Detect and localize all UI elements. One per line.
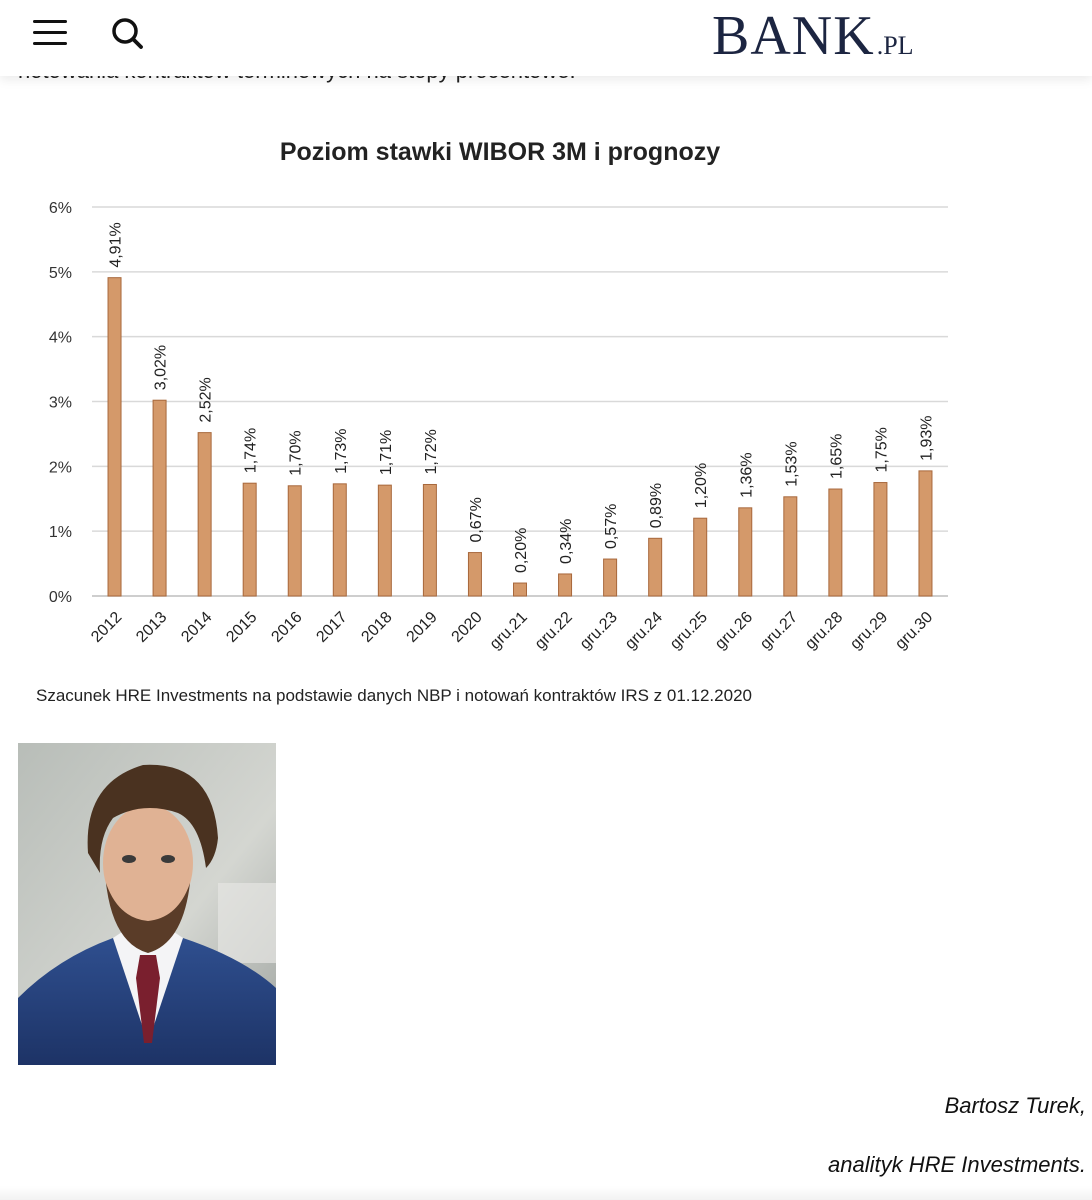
y-tick-label: 0% bbox=[49, 589, 72, 606]
x-tick-label: 2020 bbox=[449, 609, 486, 646]
y-tick-label: 4% bbox=[49, 330, 72, 347]
bar bbox=[783, 496, 798, 597]
data-label: 1,74% bbox=[243, 428, 260, 473]
data-label: 0,57% bbox=[603, 504, 620, 549]
author-role: analityk HRE Investments. bbox=[828, 1152, 1086, 1177]
bar bbox=[242, 482, 257, 597]
bar bbox=[513, 582, 527, 597]
x-tick-label: gru.26 bbox=[712, 609, 756, 653]
bar bbox=[467, 552, 482, 597]
bar bbox=[377, 484, 392, 597]
data-label: 0,34% bbox=[558, 519, 575, 564]
y-tick-label: 3% bbox=[49, 395, 72, 412]
x-tick-label: gru.30 bbox=[892, 609, 936, 653]
bar bbox=[152, 399, 167, 597]
data-label: 4,91% bbox=[108, 222, 125, 267]
hamburger-menu-icon[interactable] bbox=[30, 16, 70, 50]
data-label: 1,93% bbox=[918, 415, 935, 460]
data-label: 1,53% bbox=[783, 441, 800, 486]
x-tick-label: gru.23 bbox=[577, 609, 621, 653]
bar bbox=[648, 537, 663, 597]
chart-canvas: 0% 1% 2% 3% 4% 5% 6% 4,91% 2012 3,02% 2013 2,52% 201… bbox=[49, 200, 948, 653]
x-tick-label: 2017 bbox=[313, 609, 350, 646]
data-label: 1,72% bbox=[423, 429, 440, 474]
bar bbox=[693, 517, 708, 597]
search-icon[interactable] bbox=[108, 14, 148, 54]
bar bbox=[332, 483, 347, 597]
x-tick-label: 2014 bbox=[178, 609, 215, 646]
x-tick-label: 2012 bbox=[88, 609, 125, 646]
chart-title: Poziom stawki WIBOR 3M i prognozy bbox=[279, 138, 721, 166]
x-tick-label: gru.29 bbox=[847, 609, 891, 653]
bar bbox=[873, 482, 888, 597]
author-photo bbox=[18, 743, 276, 1065]
data-label: 2,52% bbox=[198, 377, 215, 422]
data-label: 1,71% bbox=[378, 430, 395, 475]
y-tick-label: 5% bbox=[49, 265, 72, 282]
logo-suffix-text: .PL bbox=[876, 31, 914, 60]
bar bbox=[738, 507, 753, 597]
chart-source: Szacunek HRE Investments na podstawie da… bbox=[36, 686, 752, 705]
x-tick-label: 2016 bbox=[268, 609, 305, 646]
x-tick-label: 2013 bbox=[133, 609, 170, 646]
data-label: 1,75% bbox=[873, 427, 890, 472]
data-label: 0,20% bbox=[513, 528, 530, 573]
bar bbox=[558, 573, 573, 597]
x-tick-label: gru.28 bbox=[802, 609, 846, 653]
data-label: 1,65% bbox=[828, 434, 845, 479]
wibor-chart: 0% 1% 2% 3% 4% 5% 6% 4,91% 2012 3,02% 2013 2,52% 201… bbox=[18, 120, 968, 720]
logo-main-text: BANK bbox=[712, 5, 875, 67]
author-name: Bartosz Turek, bbox=[944, 1093, 1086, 1118]
y-tick-label: 2% bbox=[49, 459, 72, 476]
data-label: 0,89% bbox=[648, 483, 665, 528]
y-tick-label: 1% bbox=[49, 524, 72, 541]
x-tick-label: gru.21 bbox=[487, 609, 531, 653]
data-label: 1,70% bbox=[288, 430, 305, 475]
data-label: 0,67% bbox=[468, 497, 485, 542]
x-tick-label: 2018 bbox=[358, 609, 395, 646]
bar bbox=[107, 277, 122, 597]
bar bbox=[197, 432, 212, 597]
data-label: 1,73% bbox=[333, 428, 350, 473]
site-header: BANK .PL bbox=[0, 0, 1092, 76]
data-label: 1,36% bbox=[738, 452, 755, 497]
bar bbox=[287, 485, 302, 597]
data-label: 3,02% bbox=[153, 345, 170, 390]
site-logo[interactable]: BANK .PL bbox=[712, 4, 914, 67]
x-tick-label: 2015 bbox=[223, 609, 260, 646]
x-tick-label: gru.25 bbox=[667, 609, 711, 653]
bar bbox=[828, 488, 843, 597]
bottom-fade bbox=[0, 1186, 1092, 1200]
x-tick-label: gru.22 bbox=[532, 609, 576, 653]
x-tick-label: gru.24 bbox=[622, 609, 666, 653]
y-tick-label: 6% bbox=[49, 200, 72, 217]
bar bbox=[918, 470, 933, 597]
data-label: 1,20% bbox=[693, 463, 710, 508]
x-tick-label: 2019 bbox=[404, 609, 441, 646]
bar bbox=[422, 483, 437, 597]
bar bbox=[603, 558, 618, 597]
x-tick-label: gru.27 bbox=[757, 609, 801, 653]
